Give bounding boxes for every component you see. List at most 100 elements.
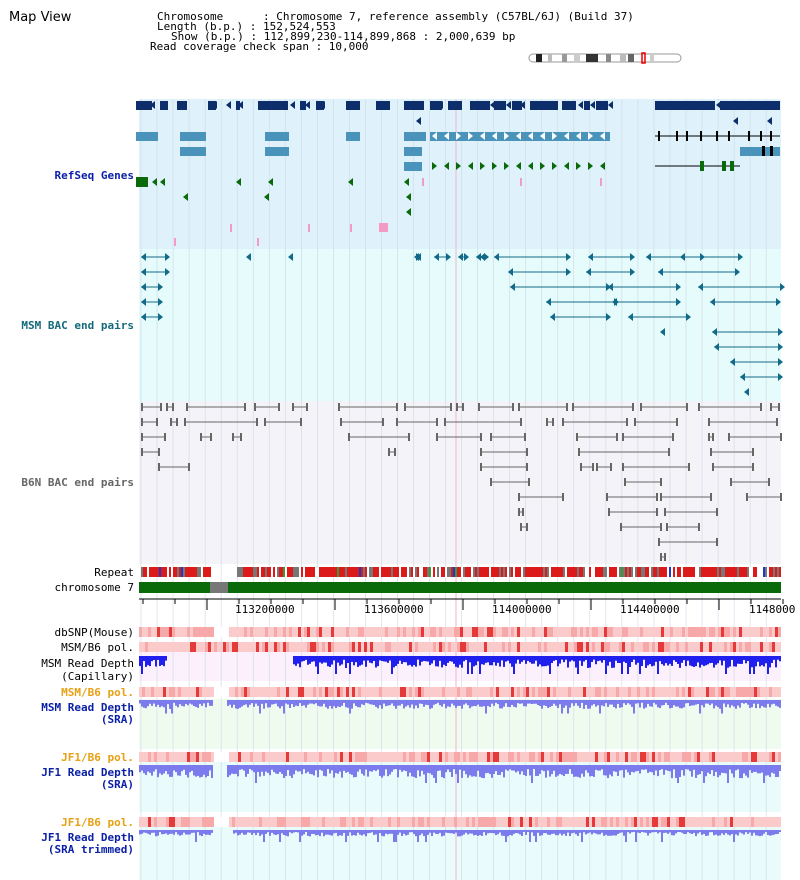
repeat-mark (357, 567, 359, 577)
heat-cell (196, 817, 199, 827)
heat-cell (301, 642, 304, 652)
track-label-msm-depth-sra[interactable]: MSM Read Depth (41, 701, 134, 714)
heat-cell (307, 627, 310, 637)
heat-cell (253, 627, 256, 637)
heat-cell (373, 642, 376, 652)
heat-cell (454, 817, 457, 827)
depth-bar (551, 830, 553, 834)
depth-bar (317, 830, 319, 835)
depth-bar (587, 700, 589, 709)
depth-bar (665, 656, 667, 664)
depth-bar (733, 765, 735, 778)
heat-cell (451, 752, 454, 762)
depth-bar (307, 765, 309, 772)
gene-arrow (564, 162, 569, 170)
track-label-jf1-pol-2[interactable]: JF1/B6 pol. (61, 816, 134, 829)
repeat-mark (383, 567, 385, 577)
track-label-msm-pol[interactable]: MSM/B6 pol. (61, 641, 134, 654)
depth-bar (543, 700, 545, 706)
track-label-jf1-depth-trimmed[interactable]: JF1 Read Depth (41, 831, 134, 844)
depth-bar (559, 700, 561, 705)
repeat-mark (673, 567, 675, 577)
heat-cell (280, 627, 283, 637)
track-label-dbsnp[interactable]: dbSNP(Mouse) (54, 626, 134, 639)
depth-bar (663, 656, 665, 666)
depth-bar (711, 830, 713, 833)
depth-bar (711, 700, 713, 704)
heat-cell (685, 627, 688, 637)
depth-bar (689, 700, 691, 707)
heat-cell (481, 817, 484, 827)
depth-bar (149, 830, 151, 835)
heat-cell (349, 687, 352, 697)
heat-cell (262, 817, 265, 827)
depth-bar (523, 700, 525, 707)
length-info: Length (b.p.) : 152,524,553 (157, 20, 336, 33)
depth-bar (745, 830, 747, 833)
depth-bar (529, 830, 531, 842)
depth-bar (635, 656, 637, 665)
depth-bar (509, 830, 511, 835)
track-label-b6n-bac[interactable]: B6N BAC end pairs (21, 476, 134, 489)
repeat-mark (185, 567, 187, 577)
depth-bar (415, 656, 417, 667)
heat-cell (676, 817, 679, 827)
repeat-mark (377, 567, 379, 577)
depth-bar (707, 765, 709, 773)
heat-cell (421, 627, 424, 637)
chromosome-ideogram[interactable] (528, 52, 684, 64)
depth-bar (703, 830, 705, 834)
depth-bar (515, 700, 517, 708)
repeat-mark (513, 567, 515, 577)
heat-cell (715, 642, 718, 652)
track-label-msm-bac[interactable]: MSM BAC end pairs (21, 319, 134, 332)
repeat-mark (259, 567, 261, 577)
heat-cell (373, 687, 376, 697)
depth-bar (679, 656, 681, 668)
depth-bar (233, 830, 235, 834)
heat-cell (205, 687, 208, 697)
depth-bar (607, 830, 609, 836)
heat-cell (430, 817, 433, 827)
heat-cell (217, 687, 220, 697)
bac-end-arrow (494, 253, 499, 261)
heat-cell (277, 687, 280, 697)
depth-bar (743, 830, 745, 835)
repeat-mark (183, 567, 185, 577)
depth-bar (671, 830, 673, 836)
heat-cell (595, 687, 598, 697)
track-label-refseq[interactable]: RefSeq Genes (54, 169, 134, 182)
heat-cell (580, 627, 583, 637)
bac-end-arrow (141, 253, 146, 261)
repeat-mark (599, 567, 601, 577)
depth-bar (657, 765, 659, 777)
gene-arrow (528, 162, 533, 170)
depth-bar (163, 830, 165, 835)
depth-bar (777, 830, 779, 834)
depth-bar (497, 765, 499, 776)
heat-cell (316, 642, 319, 652)
gene-arrow (305, 101, 310, 109)
track-label-jf1-depth[interactable]: JF1 Read Depth (41, 766, 134, 779)
heat-cell (460, 642, 463, 652)
heat-cell (376, 817, 379, 827)
track-label-msm-depth-capillary[interactable]: MSM Read Depth (41, 657, 134, 670)
track-label-jf1-pol[interactable]: JF1/B6 pol. (61, 751, 134, 764)
b6n-end (254, 403, 256, 411)
depth-bar (637, 700, 639, 704)
track-label-msm-pol-sra[interactable]: MSM/B6 pol. (61, 686, 134, 699)
heat-cell (220, 687, 223, 697)
depth-bar (725, 830, 727, 833)
heat-cell (679, 627, 682, 637)
depth-bar (671, 765, 673, 779)
depth-bar (549, 656, 551, 674)
depth-bar (389, 700, 391, 706)
heat-cell (154, 642, 157, 652)
depth-bar (385, 830, 387, 834)
heat-cell (319, 687, 322, 697)
heat-cell (421, 687, 424, 697)
depth-bar (447, 700, 449, 707)
heat-cell (235, 817, 238, 827)
depth-bar (669, 765, 671, 772)
